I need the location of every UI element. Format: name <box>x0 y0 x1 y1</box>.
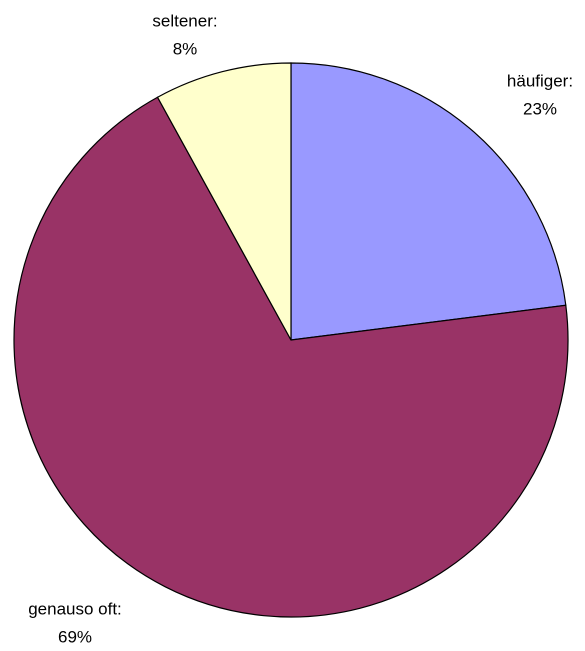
slice-label: häufiger: <box>507 71 573 90</box>
pie-slice <box>13 96 569 618</box>
pie-slice <box>290 62 567 341</box>
slice-label: genauso oft: <box>28 599 122 618</box>
slice-label: seltener: <box>152 11 217 30</box>
slice-value-label: 69% <box>58 627 92 646</box>
slice-value-label: 23% <box>523 99 557 118</box>
slice-value-label: 8% <box>173 39 198 58</box>
pie-slice <box>156 62 292 341</box>
